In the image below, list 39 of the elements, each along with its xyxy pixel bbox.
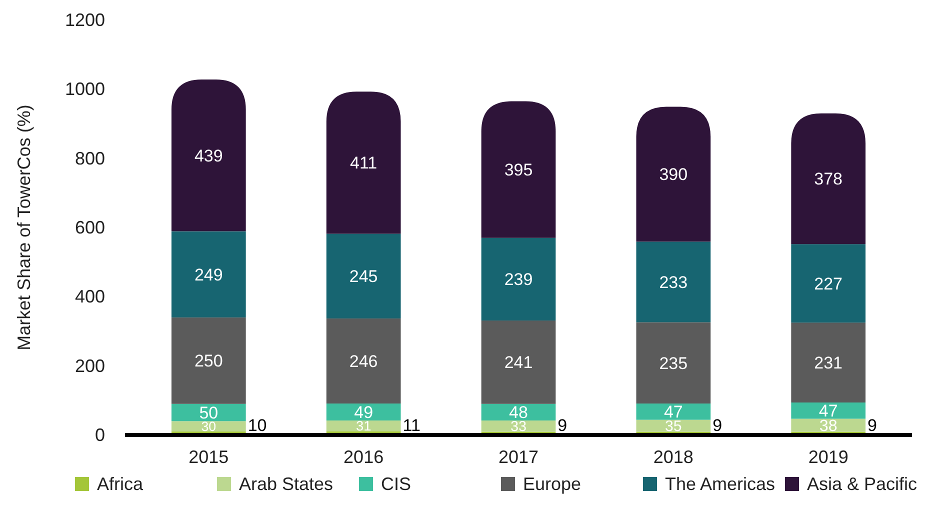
y-tick-label: 0 (94, 425, 105, 445)
y-axis-title: Market Share of TowerCos (%) (14, 104, 34, 350)
y-tick-label: 800 (74, 148, 105, 168)
x-tick-label: 2018 (653, 447, 694, 467)
data-label: 9 (558, 416, 568, 435)
y-tick-label: 200 (74, 356, 105, 376)
data-label: 395 (504, 160, 533, 180)
legend-label: Africa (97, 474, 144, 494)
x-tick-label: 2019 (808, 447, 848, 467)
data-label: 9 (712, 416, 722, 435)
y-tick-label: 1000 (64, 79, 105, 100)
y-tick-label: 1200 (64, 10, 105, 30)
legend-label: CIS (381, 474, 412, 494)
data-label: 227 (814, 274, 843, 294)
data-label: 10 (248, 416, 267, 435)
data-label: 390 (659, 165, 688, 184)
data-label: 231 (814, 354, 843, 372)
y-tick-label: 400 (74, 286, 105, 307)
data-label: 250 (194, 352, 223, 371)
data-label: 235 (659, 354, 688, 373)
legend-label: The Americas (665, 474, 776, 494)
data-label: 245 (349, 267, 378, 286)
data-label: 9 (868, 416, 877, 435)
data-label: 378 (814, 170, 843, 189)
x-tick-label: 2016 (344, 447, 384, 467)
legend-label: Asia & Pacific (807, 474, 918, 494)
data-label: 239 (504, 270, 533, 290)
data-label: 233 (659, 272, 688, 292)
data-label: 246 (349, 352, 378, 371)
data-label: 411 (350, 154, 378, 173)
x-tick-label: 2015 (188, 447, 229, 467)
data-label: 241 (504, 353, 533, 372)
data-label: 439 (194, 146, 223, 166)
data-label: 249 (194, 265, 223, 284)
y-tick-label: 600 (74, 218, 105, 238)
x-tick-label: 2017 (498, 447, 539, 467)
data-label: 11 (402, 416, 420, 435)
legend-label: Arab States (239, 474, 334, 494)
legend-label: Europe (523, 474, 582, 494)
